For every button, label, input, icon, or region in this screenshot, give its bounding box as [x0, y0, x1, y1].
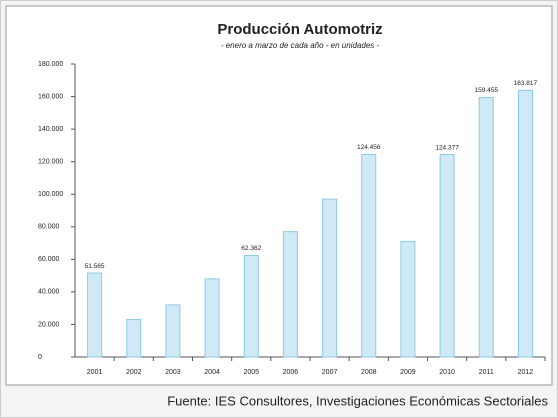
value-label: 51.565	[85, 263, 105, 270]
source: Fuente: IES Consultores, Investigaciones…	[167, 393, 548, 408]
bar	[400, 240, 416, 358]
y-tick-label: 120.000	[38, 159, 63, 166]
x-tick-label: 2001	[87, 369, 103, 376]
x-tick-label: 2002	[126, 369, 142, 376]
x-tick-label: 2009	[400, 369, 416, 376]
bar	[243, 254, 259, 358]
bar	[204, 278, 220, 358]
value-label: 124.456	[357, 144, 381, 151]
x-tick-label: 2011	[479, 369, 494, 376]
x-tick-label: 2010	[439, 369, 455, 376]
bar	[282, 231, 298, 358]
value-label: 62.362	[241, 245, 261, 252]
x-tick-label: 2004	[204, 369, 220, 376]
bar	[478, 96, 494, 358]
bar	[87, 272, 103, 358]
x-tick-label: 2006	[283, 369, 299, 376]
bar	[322, 198, 338, 358]
y-tick-label: 160.000	[38, 93, 63, 100]
y-tick-label: 40.000	[38, 289, 60, 296]
x-tick-label: 2005	[243, 369, 259, 376]
value-label: 159.455	[475, 87, 499, 94]
x-tick-label: 2007	[322, 369, 338, 376]
bar	[126, 319, 142, 358]
bar	[439, 154, 455, 358]
y-tick-label: 180.000	[38, 61, 63, 68]
y-tick-label: 100.000	[38, 191, 63, 198]
y-tick-label: 80.000	[38, 224, 60, 231]
bar	[517, 89, 533, 358]
x-tick-label: 2008	[361, 369, 377, 376]
y-tick-label: 140.000	[38, 126, 63, 133]
y-tick-label: 20.000	[38, 321, 60, 328]
value-label: 124.377	[435, 144, 459, 151]
y-tick-label: 60.000	[38, 256, 60, 263]
x-tick-label: 2012	[518, 369, 534, 376]
y-tick-label: 0	[38, 354, 42, 361]
x-tick-label: 2003	[165, 369, 181, 376]
bar	[361, 153, 377, 358]
value-label: 163.817	[514, 80, 538, 87]
chart-title: Producción Automotriz	[217, 21, 382, 38]
bar	[165, 304, 181, 358]
chart-subtitle: - enero a marzo de cada año - en unidade…	[221, 41, 380, 50]
